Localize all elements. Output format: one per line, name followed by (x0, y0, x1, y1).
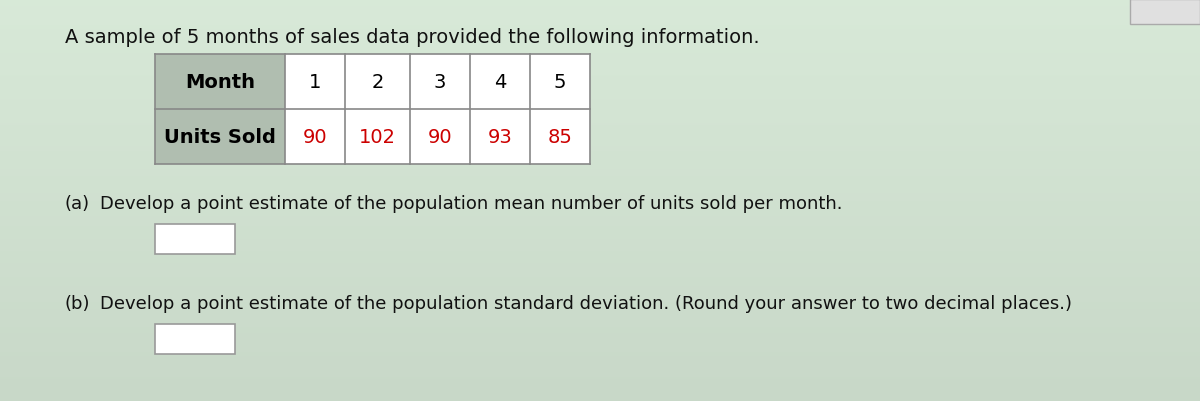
Bar (530, 55, 590, 110)
Bar (1130, 0, 1200, 25)
Text: 2: 2 (371, 73, 384, 92)
Bar (286, 110, 346, 164)
Text: (a): (a) (65, 194, 90, 213)
Bar (410, 55, 470, 110)
Text: Develop a point estimate of the population mean number of units sold per month.: Develop a point estimate of the populati… (100, 194, 842, 213)
Text: 90: 90 (427, 128, 452, 147)
Bar (155, 55, 286, 110)
Bar (155, 324, 235, 354)
Text: 93: 93 (487, 128, 512, 147)
Bar (470, 55, 530, 110)
Bar (346, 55, 410, 110)
Text: 1: 1 (308, 73, 322, 92)
Text: Month: Month (185, 73, 256, 92)
Bar (410, 110, 470, 164)
Text: Units Sold: Units Sold (164, 128, 276, 147)
Text: 90: 90 (302, 128, 328, 147)
Bar (530, 110, 590, 164)
Text: 85: 85 (547, 128, 572, 147)
Text: Develop a point estimate of the population standard deviation. (Round your answe: Develop a point estimate of the populati… (100, 294, 1072, 312)
Bar (155, 225, 235, 254)
Bar (470, 110, 530, 164)
Text: 102: 102 (359, 128, 396, 147)
Bar (286, 55, 346, 110)
Text: 5: 5 (553, 73, 566, 92)
Bar (155, 110, 286, 164)
Text: 3: 3 (434, 73, 446, 92)
Text: A sample of 5 months of sales data provided the following information.: A sample of 5 months of sales data provi… (65, 28, 760, 47)
Text: 4: 4 (494, 73, 506, 92)
Bar (346, 110, 410, 164)
Text: (b): (b) (65, 294, 90, 312)
